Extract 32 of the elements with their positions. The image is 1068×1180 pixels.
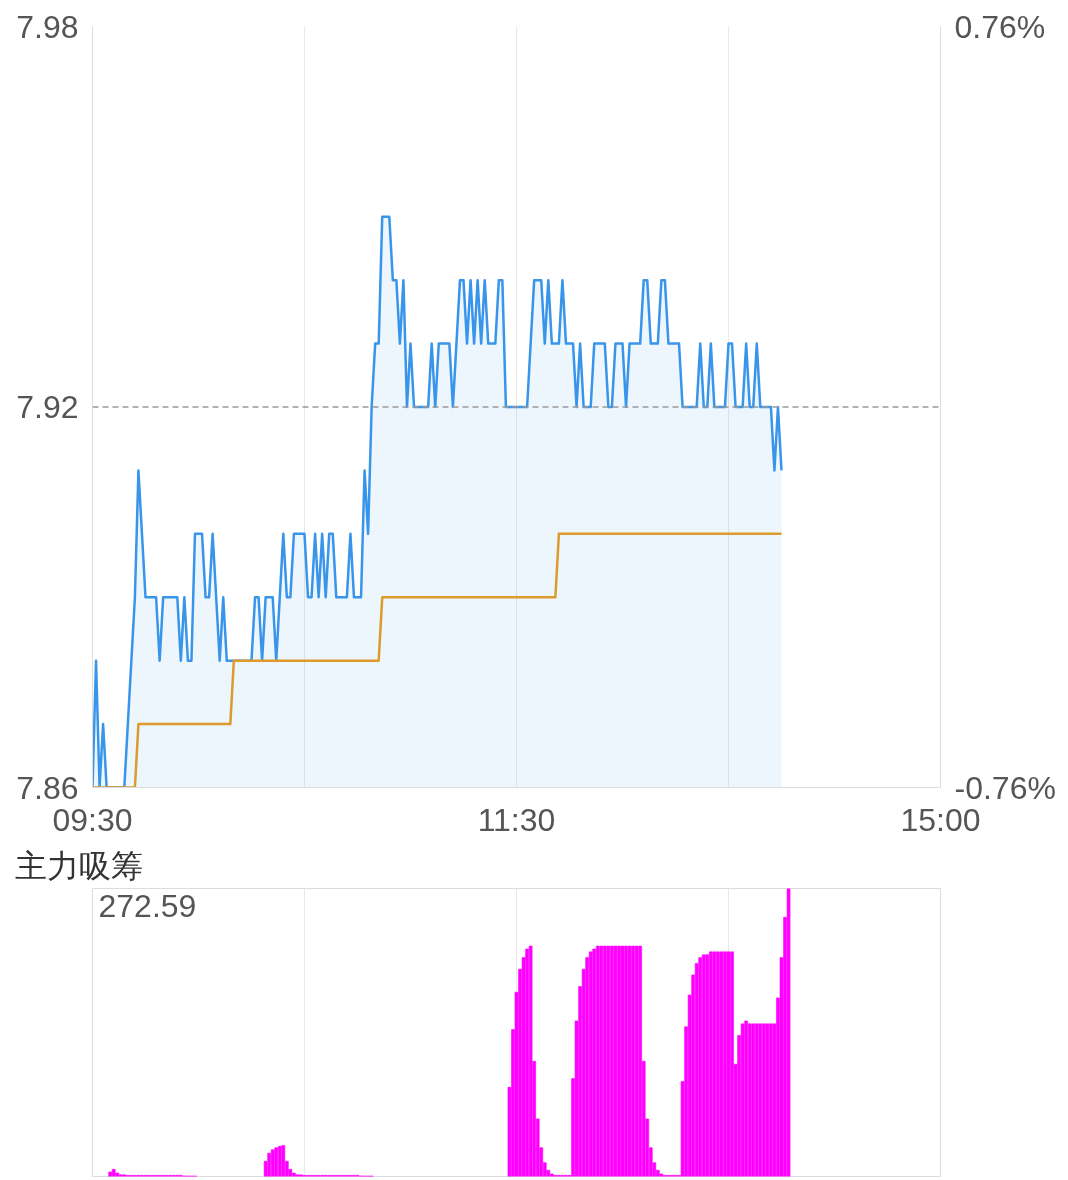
x-tick-label: 11:30 — [477, 801, 556, 838]
chart-title: 主力吸筹 — [14, 847, 143, 884]
bar — [111, 1169, 116, 1177]
bar — [638, 945, 642, 1177]
bar — [634, 945, 639, 1177]
bar — [712, 951, 717, 1177]
bar — [281, 1145, 286, 1177]
y2-tick-label: 0.76% — [954, 8, 1046, 45]
y-tick-label: 7.98 — [16, 8, 79, 45]
bar — [758, 1023, 763, 1177]
bar — [719, 951, 724, 1177]
bar — [267, 1152, 271, 1177]
bar — [108, 1171, 112, 1177]
bar — [550, 1173, 554, 1177]
bar — [659, 1173, 664, 1177]
bar — [730, 951, 734, 1177]
bar — [613, 945, 618, 1177]
bar — [528, 945, 533, 1177]
bar — [705, 954, 710, 1177]
bar — [726, 951, 731, 1177]
bar — [292, 1172, 296, 1177]
bar — [786, 888, 791, 1177]
bar — [765, 1023, 770, 1177]
line-series — [92, 532, 783, 788]
bar — [606, 945, 611, 1177]
bar — [744, 1020, 748, 1177]
annotation: 272.59 — [98, 887, 197, 924]
bar — [620, 945, 625, 1177]
bar — [599, 945, 604, 1177]
y-tick-label: 7.92 — [16, 389, 79, 425]
bar — [740, 1023, 745, 1177]
bar — [627, 945, 632, 1177]
